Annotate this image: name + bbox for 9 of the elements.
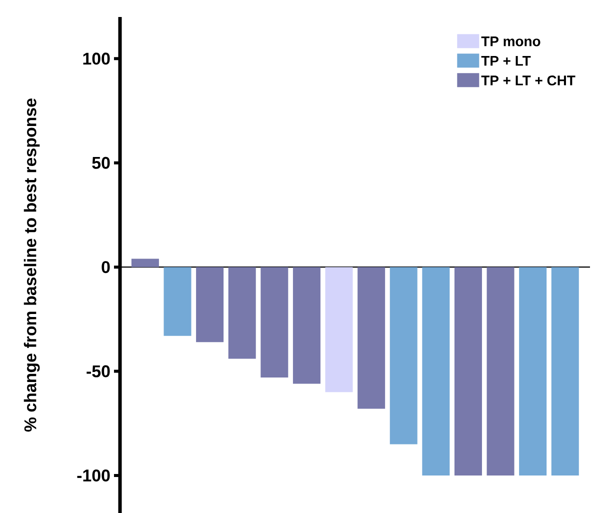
legend-label: TP + LT + CHT — [481, 76, 576, 86]
y-tick-label: 100 — [83, 52, 110, 65]
y-tick-label: 0 — [102, 261, 110, 274]
legend-label: TP mono — [481, 36, 540, 46]
y-axis-title: % change from baseline to best response — [24, 98, 40, 432]
legend-label: TP + LT — [481, 56, 531, 66]
y-tick-label: -100 — [77, 469, 110, 482]
y-tick-label: 50 — [92, 156, 110, 169]
y-tick-label: -50 — [86, 365, 110, 378]
